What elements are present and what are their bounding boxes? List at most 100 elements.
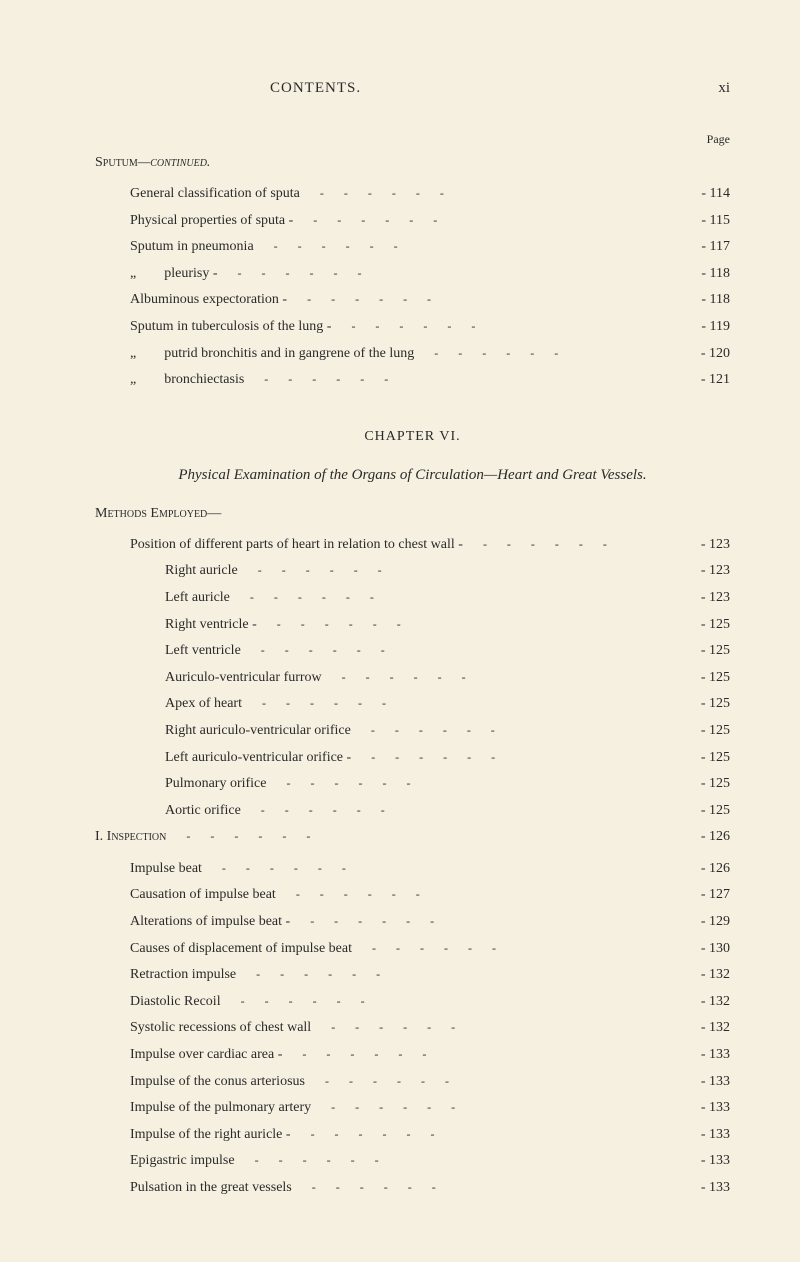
entry-page: - 125 bbox=[691, 718, 730, 745]
entry-page: - 118 bbox=[691, 287, 730, 314]
leader: ------ bbox=[276, 883, 691, 906]
leader: ------ bbox=[311, 1016, 691, 1039]
entry-text: Aortic orifice bbox=[165, 798, 241, 825]
toc-entry: Impulse beat------- 126 bbox=[130, 856, 730, 883]
toc-entry: Diastolic Recoil------- 132 bbox=[130, 989, 730, 1016]
page-value: - 129 bbox=[701, 914, 730, 929]
toc-entry: Right auricle------- 123 bbox=[165, 558, 730, 585]
leader: ------ bbox=[305, 1070, 691, 1093]
leader: ------ bbox=[331, 315, 691, 338]
page-value: - 133 bbox=[701, 1180, 730, 1195]
entry-text: Systolic recessions of chest wall bbox=[130, 1015, 311, 1042]
leader: ------ bbox=[300, 182, 691, 205]
entry-text: Apex of heart bbox=[165, 691, 242, 718]
leader: ------ bbox=[322, 666, 691, 689]
page-value: - 133 bbox=[701, 1153, 730, 1168]
page-value: - 126 bbox=[701, 829, 730, 844]
sputum-heading: Sputum—continued. bbox=[95, 155, 730, 171]
entry-page: - 125 bbox=[691, 638, 730, 665]
entry-text: Impulse over cardiac area - bbox=[130, 1042, 282, 1069]
leader: ------ bbox=[414, 342, 691, 365]
inspection-page: - 126 bbox=[691, 824, 730, 851]
entry-text: Albuminous expectoration - bbox=[130, 287, 287, 314]
page-value: - 133 bbox=[701, 1047, 730, 1062]
entry-text: Left auriculo-ventricular orifice - bbox=[165, 745, 351, 772]
entry-text: Physical properties of sputa - bbox=[130, 208, 293, 235]
leader: ------ bbox=[291, 1123, 691, 1146]
entry-page: - 127 bbox=[691, 882, 730, 909]
toc-entry: „ bronchiectasis------- 121 bbox=[130, 367, 730, 394]
page-value: - 125 bbox=[701, 696, 730, 711]
entry-page: - 129 bbox=[691, 909, 730, 936]
leader: ------ bbox=[254, 235, 692, 258]
methods-heading: Methods Employed— bbox=[95, 506, 730, 522]
leader: ------ bbox=[236, 963, 691, 986]
leader: ------ bbox=[221, 990, 691, 1013]
header-line: CONTENTS. xi bbox=[95, 80, 730, 97]
entry-text: Retraction impulse bbox=[130, 962, 236, 989]
page-value: - 125 bbox=[701, 670, 730, 685]
page-value: - 125 bbox=[701, 723, 730, 738]
toc-entry: Left auricle------- 123 bbox=[165, 585, 730, 612]
entry-text: Causes of displacement of impulse beat bbox=[130, 936, 352, 963]
leader: ------ bbox=[282, 1043, 690, 1066]
page-value: - 119 bbox=[701, 319, 730, 334]
entry-page: - 125 bbox=[691, 771, 730, 798]
entry-page: - 126 bbox=[691, 856, 730, 883]
leader: ------ bbox=[235, 1149, 691, 1172]
page-value: - 127 bbox=[701, 887, 730, 902]
leader: ------ bbox=[238, 559, 691, 582]
entry-page: - 117 bbox=[691, 234, 730, 261]
entry-text: Impulse beat bbox=[130, 856, 202, 883]
entry-page: - 133 bbox=[691, 1069, 730, 1096]
page-label: Page bbox=[95, 132, 730, 147]
entry-page: - 125 bbox=[691, 691, 730, 718]
entry-page: - 133 bbox=[691, 1175, 730, 1202]
toc-entry: Auriculo-ventricular furrow------- 125 bbox=[165, 665, 730, 692]
leader: ------ bbox=[241, 639, 691, 662]
inspection-heading: I. Inspection bbox=[95, 824, 166, 851]
toc-entry: Right ventricle -------- 125 bbox=[165, 612, 730, 639]
entry-text: Right ventricle - bbox=[165, 612, 257, 639]
toc-entry: Sputum in pneumonia------- 117 bbox=[130, 234, 730, 261]
entry-text: „ bronchiectasis bbox=[130, 367, 244, 394]
entry-text: Left ventricle bbox=[165, 638, 241, 665]
leader: ------ bbox=[202, 857, 691, 880]
page-value: - 125 bbox=[701, 803, 730, 818]
page-value: - 125 bbox=[701, 750, 730, 765]
entry-page: - 114 bbox=[691, 181, 730, 208]
entry-page: - 133 bbox=[691, 1042, 730, 1069]
leader: ------ bbox=[242, 692, 691, 715]
entry-page: - 130 bbox=[691, 936, 730, 963]
toc-entry: Impulse over cardiac area ------- - 133 bbox=[130, 1042, 730, 1069]
entry-page: - 115 bbox=[691, 208, 730, 235]
page-value: - 133 bbox=[701, 1100, 730, 1115]
entry-page: - 132 bbox=[691, 989, 730, 1016]
entry-text: Causation of impulse beat bbox=[130, 882, 276, 909]
entry-page: - 132 bbox=[691, 962, 730, 989]
toc-entry: General classification of sputa------ - 1… bbox=[130, 181, 730, 208]
toc-entry: Aortic orifice------- 125 bbox=[165, 798, 730, 825]
page-value: - 121 bbox=[701, 372, 730, 387]
toc-entry: Impulse of the pulmonary artery------- 1… bbox=[130, 1095, 730, 1122]
entry-text: General classification of sputa bbox=[130, 181, 300, 208]
entry-page: - 133 bbox=[691, 1095, 730, 1122]
methods-heading-text: Methods Employed— bbox=[95, 506, 221, 521]
toc-entry: Albuminous expectoration -------- 118 bbox=[130, 287, 730, 314]
toc-entry: Causes of displacement of impulse beat--… bbox=[130, 936, 730, 963]
toc-entry: Apex of heart------ - 125 bbox=[165, 691, 730, 718]
entry-text: Right auriculo-ventricular orifice bbox=[165, 718, 351, 745]
leader: ------ bbox=[463, 533, 691, 556]
sputum-heading-text: Sputum bbox=[95, 155, 138, 170]
toc-entry: Sputum in tuberculosis of the lung -----… bbox=[130, 314, 730, 341]
page-value: - 130 bbox=[701, 941, 730, 956]
leader: ------ bbox=[266, 772, 690, 795]
entry-page: - 119 bbox=[691, 314, 730, 341]
page-value: - 114 bbox=[701, 186, 730, 201]
leader: ------ bbox=[293, 209, 691, 232]
leader: ------ bbox=[230, 586, 691, 609]
entry-page: - 123 bbox=[691, 532, 730, 559]
entry-page: - 132 bbox=[691, 1015, 730, 1042]
entry-text: Sputum in tuberculosis of the lung - bbox=[130, 314, 331, 341]
toc-entry: Systolic recessions of chest wall-------… bbox=[130, 1015, 730, 1042]
